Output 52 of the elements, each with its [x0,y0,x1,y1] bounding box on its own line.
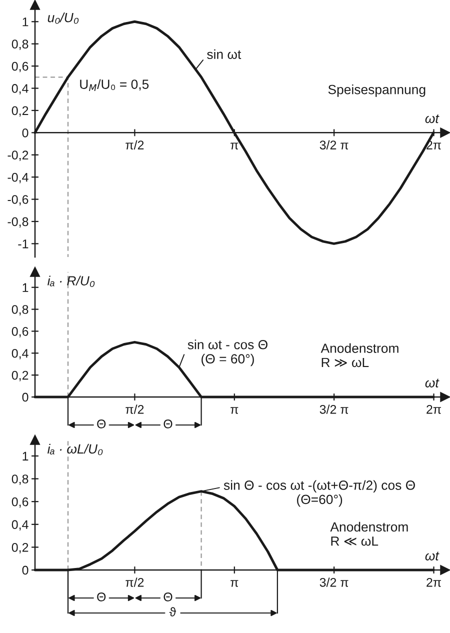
x-axis-title: ωt [425,114,440,124]
y-tick-label: -0,8 [8,217,28,228]
y-tick-label: -1 [18,240,28,248]
y-axis-title: iₐ · R/U₀ [48,276,95,287]
y-tick-label: 1 [22,18,28,26]
annotation: Speisespannung [328,84,426,97]
x-tick-label: π/2 [126,140,144,150]
y-tick-label: 0,8 [12,305,28,316]
x-tick-label: 2π [426,578,442,587]
annotation: U$_{M}$/U₀ = 0,5 [80,79,149,91]
annotation: sin Θ - cos ωt -(ωt+Θ-π/2) cos Θ (Θ=60°) [224,480,415,507]
x-tick-label: 3/2 π [320,578,348,587]
y-tick-label: 1 [22,283,28,292]
x-tick-label: π [230,142,238,150]
y-tick-label: -0,6 [8,195,28,206]
text: Θ [164,592,172,602]
y-tick-label: 0,2 [12,370,28,382]
y-tick-label: 1 [22,452,28,460]
text: Θ [97,420,106,428]
x-axis-title: ωt [425,552,440,560]
y-axis-title: iₐ · ωL/U₀ [48,444,103,456]
y-tick-label: 0,6 [12,497,28,508]
annotation: Anodenstrom R ≫ ωL [320,343,398,368]
x-tick-label: π/2 [126,404,144,414]
y-tick-label: 0 [22,392,28,402]
x-axis-title: ωt [425,378,440,388]
y-tick-label: 0,4 [12,348,28,360]
text: ϑ [169,607,176,616]
y-tick-label: 0 [22,566,28,575]
y-tick-label: 0,6 [12,327,28,338]
y-tick-label: -0,4 [8,172,28,184]
text: Θ [97,592,106,602]
y-axis-title: u₀/U₀ [48,12,79,24]
y-tick-label: -0,2 [8,150,28,161]
x-tick-label: 3/2 π [320,404,348,414]
annotation: sin ωt [207,49,242,60]
y-tick-label: 0 [22,128,28,138]
x-tick-label: π [230,580,238,587]
text: Θ [164,420,172,428]
x-tick-label: π/2 [126,578,144,587]
y-tick-label: 0,8 [12,474,28,485]
y-tick-label: 0,6 [12,62,28,72]
annotation: Anodenstrom R ≪ ωL [330,522,408,546]
y-tick-label: 0,2 [12,542,28,554]
x-tick-label: 3/2 π [320,140,348,150]
y-tick-label: 0,4 [12,520,28,531]
y-tick-label: 0,4 [12,84,28,94]
x-tick-label: π [230,407,238,414]
y-tick-label: 0,8 [12,40,28,50]
x-tick-label: 2π [426,404,442,414]
annotation: sin ωt - cos Θ (Θ = 60°) [188,340,268,366]
y-tick-label: 0,2 [12,106,28,117]
